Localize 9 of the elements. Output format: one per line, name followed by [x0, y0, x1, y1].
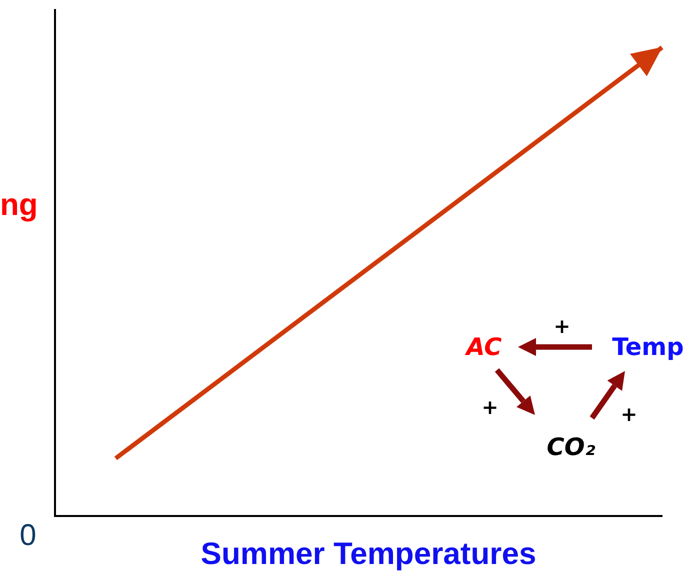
- x-axis-title: Summer Temperatures: [200, 536, 536, 572]
- annotation: Temp: [612, 333, 684, 361]
- y-axis-title: ng: [0, 187, 38, 223]
- annotation: +: [482, 395, 498, 419]
- text: 0: [20, 519, 36, 553]
- annotation: +: [554, 314, 570, 338]
- annotation: AC: [466, 333, 502, 361]
- annotation: CO₂: [546, 433, 596, 461]
- annotation: +: [620, 402, 638, 426]
